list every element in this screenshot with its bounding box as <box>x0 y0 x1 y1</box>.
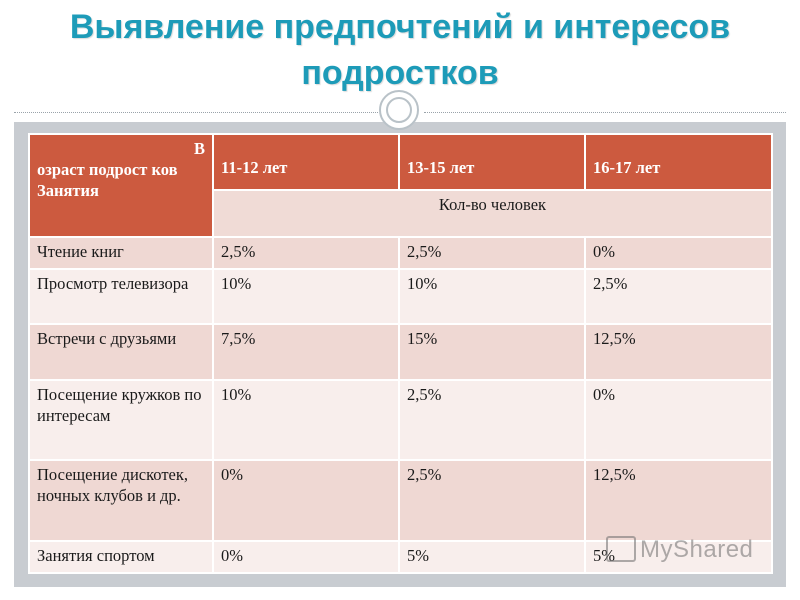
corner-label-age: озраст подрост ков <box>37 160 178 179</box>
preferences-table: В озраст подрост ков Занятия 11-12 лет 1… <box>28 133 773 574</box>
table-row: Просмотр телевизора 10% 10% 2,5% <box>28 268 773 325</box>
value-cell: 2,5% <box>398 379 586 461</box>
age-header-16-17: 16-17 лет <box>584 133 773 191</box>
age-header-13-15: 13-15 лет <box>398 133 586 191</box>
value-cell: 7,5% <box>212 323 400 381</box>
title-divider-left <box>14 112 378 113</box>
header-row: В озраст подрост ков Занятия 11-12 лет 1… <box>28 133 773 238</box>
activity-cell: Встречи с друзьями <box>28 323 214 381</box>
value-cell: 0% <box>212 459 400 542</box>
value-cell: 10% <box>212 379 400 461</box>
value-cell: 5% <box>584 540 773 574</box>
subheader-row: Кол-во человек <box>29 189 773 238</box>
activity-cell: Просмотр телевизора <box>28 268 214 325</box>
value-cell: 0% <box>212 540 400 574</box>
value-cell: 5% <box>398 540 586 574</box>
table-row: Занятия спортом 0% 5% 5% <box>28 540 773 574</box>
value-cell: 12,5% <box>584 323 773 381</box>
value-cell: 10% <box>212 268 400 325</box>
value-cell: 0% <box>584 236 773 270</box>
activity-cell: Посещение дискотек, ночных клубов и др. <box>28 459 214 542</box>
value-cell: 12,5% <box>584 459 773 542</box>
watermark-text: MyShared <box>640 536 754 563</box>
table-row: Посещение кружков по интересам 10% 2,5% … <box>28 379 773 461</box>
value-cell: 2,5% <box>398 236 586 270</box>
table-row: Посещение дискотек, ночных клубов и др. … <box>28 459 773 542</box>
corner-label-top: В <box>193 139 205 158</box>
table-row: Встречи с друзьями 7,5% 15% 12,5% <box>28 323 773 381</box>
corner-label-activities: Занятия <box>37 181 99 200</box>
circle-ornament-icon <box>379 90 419 130</box>
title-divider-right <box>424 112 786 113</box>
value-cell: 2,5% <box>584 268 773 325</box>
value-cell: 2,5% <box>212 236 400 270</box>
value-cell: 2,5% <box>398 459 586 542</box>
people-count-label: Кол-во человек <box>212 189 773 238</box>
value-cell: 10% <box>398 268 586 325</box>
activity-cell: Занятия спортом <box>28 540 214 574</box>
slide-title: Выявление предпочтений и интересов подро… <box>69 8 731 92</box>
watermark: MyShared <box>606 535 754 564</box>
corner-header-cell: В озраст подрост ков Занятия <box>28 133 214 238</box>
age-header-11-12: 11-12 лет <box>212 133 400 191</box>
table-row: Чтение книг 2,5% 2,5% 0% <box>28 236 773 270</box>
watermark-logo-icon <box>606 535 636 562</box>
value-cell: 15% <box>398 323 586 381</box>
activity-cell: Посещение кружков по интересам <box>28 379 214 461</box>
activity-cell: Чтение книг <box>28 236 214 270</box>
value-cell: 0% <box>584 379 773 461</box>
